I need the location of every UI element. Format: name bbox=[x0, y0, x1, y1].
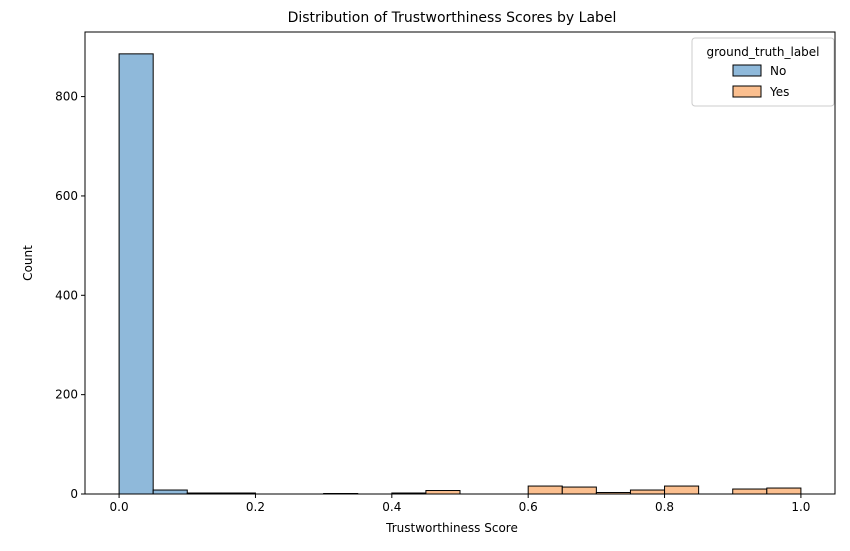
legend-swatch-yes bbox=[732, 85, 762, 98]
bar-yes-9 bbox=[425, 490, 461, 495]
bar-yes-16 bbox=[664, 485, 700, 495]
legend-swatch-no bbox=[732, 64, 762, 77]
legend-frame bbox=[691, 37, 835, 107]
x-tick-label: 0.8 bbox=[655, 500, 674, 514]
x-axis: 0.0 0.2 0.4 0.6 0.8 1.0 bbox=[110, 494, 810, 514]
chart-title: Distribution of Trustworthiness Scores b… bbox=[288, 10, 617, 26]
plot-frame bbox=[84, 31, 836, 495]
y-tick-label: 400 bbox=[55, 288, 78, 302]
bar-yes-18 bbox=[732, 488, 768, 495]
x-tick-label: 0.6 bbox=[519, 500, 538, 514]
bar-yes-19 bbox=[766, 487, 802, 495]
bar-no-1 bbox=[152, 489, 188, 495]
bar-no-0 bbox=[118, 53, 154, 495]
x-tick-label: 1.0 bbox=[791, 500, 810, 514]
bar-yes-15 bbox=[629, 489, 666, 495]
legend-title: ground_truth_label bbox=[706, 45, 819, 59]
y-tick-label: 200 bbox=[55, 388, 78, 402]
legend: ground_truth_label No Yes bbox=[691, 37, 835, 107]
y-tick-label: 600 bbox=[55, 189, 78, 203]
legend-label-yes: Yes bbox=[769, 85, 789, 99]
x-axis-label: Trustworthiness Score bbox=[385, 521, 518, 535]
bar-yes-12 bbox=[527, 485, 563, 495]
x-tick-label: 0.0 bbox=[110, 500, 129, 514]
y-tick-label: 0 bbox=[70, 487, 78, 501]
x-tick-label: 0.2 bbox=[246, 500, 265, 514]
legend-label-no: No bbox=[770, 64, 786, 78]
y-tick-label: 800 bbox=[55, 90, 78, 104]
bars-layer bbox=[118, 53, 802, 495]
y-axis: 0 200 400 600 800 bbox=[55, 90, 85, 501]
y-axis-label: Count bbox=[21, 245, 35, 281]
x-tick-label: 0.4 bbox=[382, 500, 401, 514]
bar-yes-13 bbox=[561, 486, 597, 495]
